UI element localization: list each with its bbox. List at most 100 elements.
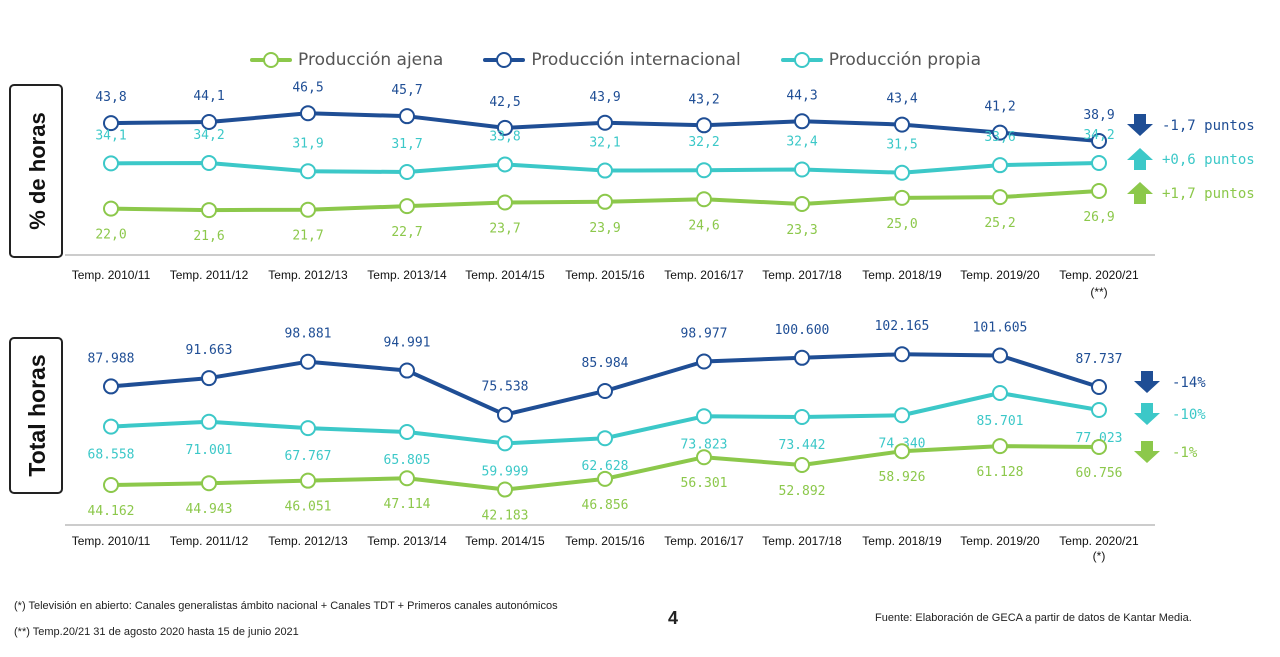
data-point-produccion-internacional-total — [201, 370, 217, 387]
data-label-produccion-propia-total: 73.442 — [779, 438, 826, 453]
change-label-pct: +0,6 puntos — [1162, 152, 1255, 168]
data-label-produccion-propia-total: 65.805 — [384, 453, 431, 468]
footnote-1: (*) Televisión en abierto: Canales gener… — [14, 600, 558, 612]
data-point-produccion-propia-total — [1091, 402, 1107, 418]
data-label-produccion-internacional-total: 98.977 — [681, 326, 728, 341]
data-label-produccion-propia-pct: 33,6 — [984, 130, 1015, 145]
data-point-produccion-internacional-total — [597, 382, 613, 399]
data-point-produccion-propia-pct — [696, 162, 712, 179]
data-point-produccion-propia-pct — [794, 161, 810, 178]
data-label-produccion-internacional-pct: 43,9 — [589, 90, 620, 105]
legend-label-ajena: Producción ajena — [298, 50, 444, 70]
data-label-produccion-internacional-pct: 45,7 — [391, 83, 422, 98]
source-note: Fuente: Elaboración de GECA a partir de … — [875, 612, 1192, 624]
x-tick-label-total: Temp. 2014/15 — [465, 534, 545, 548]
data-label-produccion-internacional-pct: 46,5 — [292, 80, 323, 95]
data-label-produccion-internacional-total: 94.991 — [384, 336, 431, 351]
data-label-produccion-propia-total: 73.823 — [681, 437, 728, 452]
data-label-produccion-internacional-total: 75.538 — [482, 380, 529, 395]
data-label-produccion-internacional-pct: 43,4 — [886, 92, 917, 107]
x-tick-label-total: Temp. 2015/16 — [565, 534, 645, 548]
data-point-produccion-internacional-pct — [794, 113, 810, 130]
legend-swatch-propia — [780, 52, 823, 68]
data-point-produccion-ajena-total — [597, 470, 613, 487]
chart-legend: Producción ajena Producción internaciona… — [250, 50, 981, 70]
data-point-produccion-ajena-pct — [1091, 183, 1107, 199]
trend-arrow-up-icon — [1127, 182, 1153, 204]
data-point-produccion-propia-total — [497, 435, 513, 452]
data-point-produccion-propia-pct — [399, 164, 415, 180]
data-point-produccion-internacional-total — [894, 346, 910, 363]
data-point-produccion-internacional-pct — [1091, 133, 1107, 149]
data-label-produccion-ajena-pct: 25,2 — [984, 216, 1015, 231]
data-point-produccion-ajena-total — [103, 477, 119, 494]
x-tick-label-total: Temp. 2013/14 — [367, 534, 447, 548]
data-label-produccion-propia-total: 59.999 — [482, 464, 529, 479]
data-label-produccion-internacional-pct: 38,9 — [1083, 108, 1114, 123]
page-number: 4 — [668, 608, 679, 628]
trend-arrow-down-icon — [1127, 114, 1153, 136]
x-tick-label-total: Temp. 2010/11 — [72, 534, 151, 548]
data-point-produccion-ajena-pct — [597, 193, 613, 210]
footnote-2: (**) Temp.20/21 31 de agosto 2020 hasta … — [14, 626, 299, 638]
data-point-produccion-internacional-pct — [497, 119, 513, 136]
data-point-produccion-internacional-total — [992, 347, 1008, 364]
data-point-produccion-propia-total — [300, 420, 316, 437]
data-label-produccion-ajena-pct: 22,0 — [95, 228, 126, 243]
data-point-produccion-propia-total — [399, 423, 415, 440]
data-point-produccion-ajena-total — [399, 470, 415, 487]
data-label-produccion-ajena-pct: 21,6 — [193, 229, 224, 244]
data-point-produccion-ajena-total — [696, 449, 712, 466]
legend-swatch-ajena — [250, 52, 292, 68]
data-point-produccion-ajena-pct — [103, 200, 119, 217]
data-point-produccion-ajena-pct — [201, 202, 217, 219]
x-tick-label-total: Temp. 2018/19 — [862, 534, 942, 548]
data-point-produccion-internacional-pct — [894, 116, 910, 133]
change-label-total: -1% — [1172, 445, 1198, 461]
data-label-produccion-internacional-total: 98.881 — [285, 327, 332, 342]
data-label-produccion-internacional-pct: 44,1 — [193, 89, 224, 104]
data-point-produccion-ajena-pct — [497, 194, 513, 211]
x-tick-label-total: Temp. 2016/17 — [664, 534, 744, 548]
data-point-produccion-internacional-pct — [300, 105, 316, 122]
x-tick-label-pct: Temp. 2015/16 — [565, 268, 645, 282]
data-point-produccion-propia-pct — [300, 163, 316, 180]
data-point-produccion-internacional-total — [103, 378, 119, 395]
data-label-produccion-internacional-total: 87.737 — [1076, 352, 1123, 367]
data-label-produccion-ajena-total: 47.114 — [384, 497, 431, 512]
data-point-produccion-propia-total — [794, 409, 810, 426]
data-point-produccion-internacional-pct — [201, 114, 217, 131]
data-point-produccion-internacional-total — [1091, 379, 1107, 395]
data-point-produccion-propia-total — [201, 413, 217, 430]
data-label-produccion-internacional-total: 85.984 — [582, 356, 629, 371]
data-point-produccion-propia-total — [894, 407, 910, 424]
data-point-produccion-internacional-total — [794, 349, 810, 366]
data-label-produccion-ajena-total: 44.943 — [186, 502, 233, 517]
legend-item-propia: Producción propia — [780, 50, 981, 70]
data-label-produccion-internacional-total: 87.988 — [88, 351, 135, 366]
data-point-produccion-internacional-total — [696, 353, 712, 370]
data-label-produccion-propia-total: 62.628 — [582, 459, 629, 474]
x-tick-label-pct: Temp. 2019/20 — [960, 268, 1040, 282]
x-tick-label-total: Temp. 2011/12 — [170, 534, 249, 548]
data-point-produccion-propia-pct — [894, 164, 910, 181]
data-point-produccion-propia-pct — [1091, 155, 1107, 171]
ylabel-box-pct — [9, 84, 63, 258]
trend-arrow-up-icon — [1127, 148, 1153, 170]
data-label-produccion-propia-pct: 34,1 — [95, 128, 126, 143]
data-point-produccion-internacional-total — [497, 406, 513, 423]
data-label-produccion-propia-pct: 33,8 — [489, 129, 520, 144]
data-point-produccion-ajena-total — [794, 457, 810, 474]
data-label-produccion-propia-pct: 32,4 — [786, 134, 817, 149]
data-label-produccion-ajena-total: 42.183 — [482, 509, 529, 524]
data-label-produccion-ajena-pct: 24,6 — [688, 218, 719, 233]
x-tick-label-pct: Temp. 2010/11 — [72, 268, 151, 282]
data-label-produccion-propia-pct: 31,9 — [292, 136, 323, 151]
x-tick-label-total: Temp. 2017/18 — [762, 534, 842, 548]
data-point-produccion-propia-total — [103, 418, 119, 435]
data-label-produccion-propia-pct: 32,2 — [688, 135, 719, 150]
data-label-produccion-propia-total: 67.767 — [285, 449, 332, 464]
data-label-produccion-internacional-pct: 43,2 — [688, 92, 719, 107]
x-tick-label-pct: Temp. 2020/21 — [1059, 268, 1139, 282]
